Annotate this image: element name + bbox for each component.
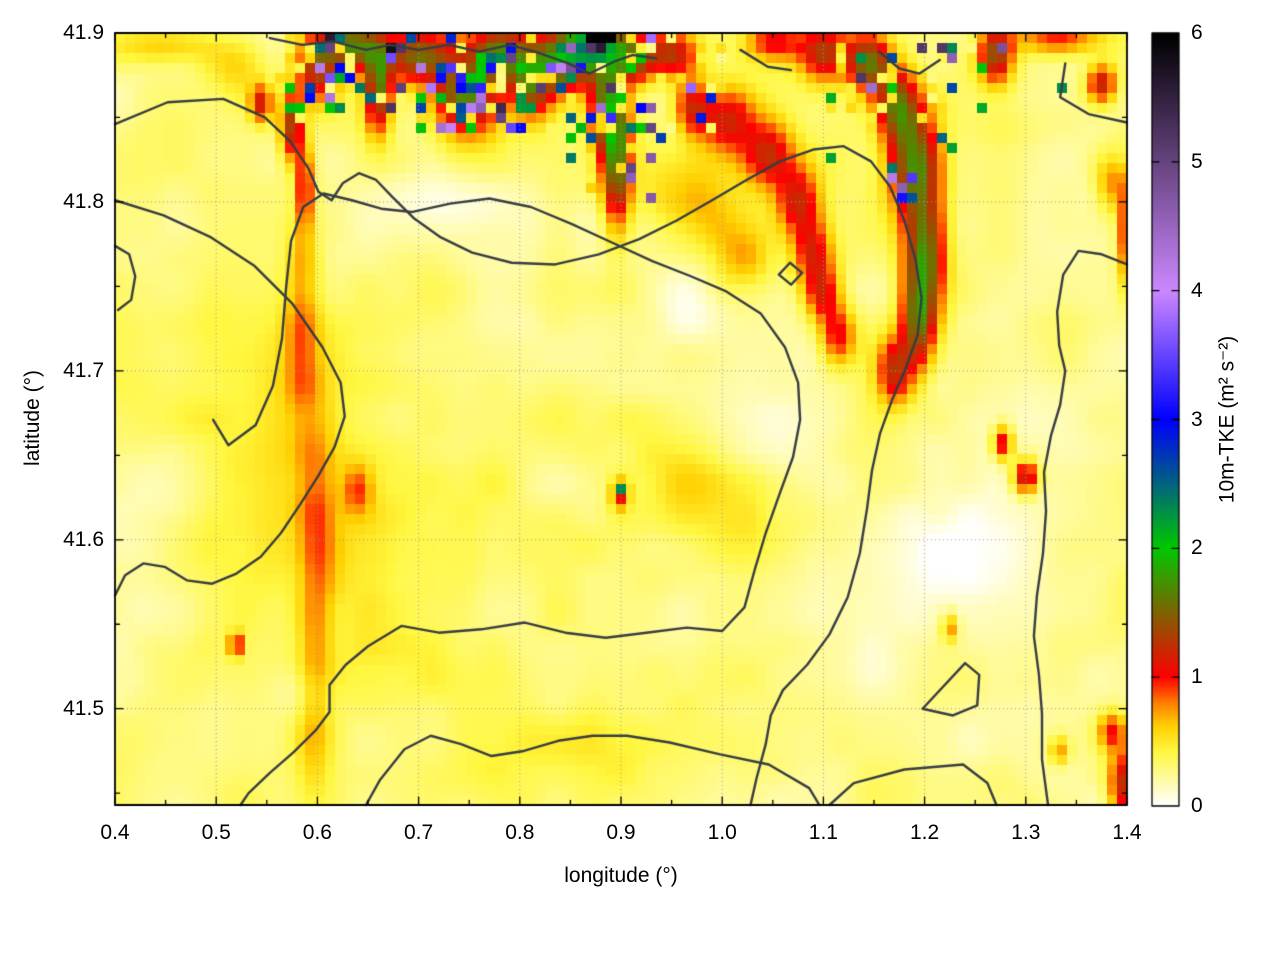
y-tick-label: 41.9	[63, 21, 104, 44]
colorbar-tick-label: 0	[1191, 794, 1203, 817]
colorbar-tick-label: 3	[1191, 407, 1203, 431]
x-tick-label: 1.3	[1011, 821, 1041, 844]
y-tick-label: 41.8	[63, 189, 104, 213]
x-tick-label: 0.7	[403, 821, 434, 844]
colorbar-tick-label: 6	[1191, 21, 1203, 44]
x-tick-label: 0.6	[302, 821, 332, 844]
x-tick-label: 1.4	[1112, 821, 1142, 844]
colorbar-tick-label: 4	[1191, 278, 1203, 302]
y-tick-label: 41.7	[63, 358, 104, 382]
colorbar-title: 10m-TKE (m² s⁻²)	[1215, 335, 1239, 504]
x-tick-label: 0.8	[505, 821, 535, 844]
x-tick-label: 0.4	[100, 821, 130, 844]
colorbar-tick-label: 1	[1191, 665, 1203, 689]
colorbar-tick-label: 5	[1191, 149, 1203, 173]
y-tick-label: 41.5	[63, 696, 104, 720]
x-axis-title: longitude (°)	[564, 864, 678, 887]
x-tick-label: 1.0	[707, 821, 737, 844]
colorbar-tick-label: 2	[1191, 536, 1203, 560]
y-axis-title: latitude (°)	[21, 370, 44, 466]
y-tick-label: 41.6	[63, 527, 104, 551]
x-tick-label: 0.5	[201, 821, 231, 844]
x-tick-label: 0.9	[606, 821, 636, 844]
x-tick-label: 1.2	[909, 821, 940, 844]
x-tick-label: 1.1	[808, 821, 838, 844]
